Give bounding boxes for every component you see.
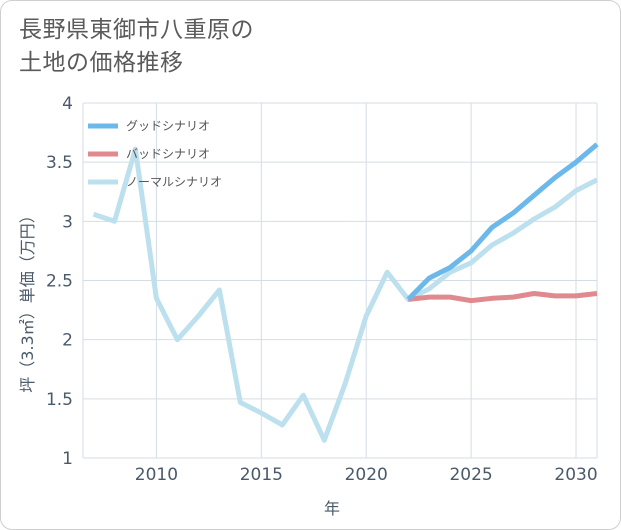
legend-label-2: ノーマルシナリオ (126, 175, 222, 189)
y-tick-label: 3 (62, 212, 73, 232)
x-tick-label: 2030 (554, 465, 597, 485)
y-tick-label: 1 (62, 449, 73, 469)
chart-title-line-2: 土地の価格推移 (19, 50, 184, 76)
chart-title-line-1: 長野県東御市八重原の (19, 17, 254, 43)
y-tick-label: 2 (62, 331, 73, 351)
series-line-0 (406, 142, 599, 302)
y-tick-label: 3.5 (46, 153, 73, 173)
series-lines (92, 142, 599, 443)
series-line-2 (92, 146, 599, 443)
y-axis-label: 坪（3.3㎡）単価（万円） (18, 207, 37, 392)
x-tick-label: 2010 (135, 465, 178, 485)
y-tick-label: 2.5 (46, 272, 73, 292)
x-tick-label: 2020 (345, 465, 388, 485)
chart-title: 長野県東御市八重原の 土地の価格推移 (19, 14, 254, 80)
y-tick-label: 1.5 (46, 390, 73, 410)
series-line-1 (407, 291, 598, 304)
legend-label-0: グッドシナリオ (126, 119, 210, 133)
x-tick-label: 2015 (240, 465, 283, 485)
x-tick-label: 2025 (449, 465, 492, 485)
y-tick-label: 4 (62, 94, 73, 114)
x-axis-label: 年 (324, 499, 340, 518)
tick-labels: 1 1.5 2 2.5 3 3.5 4 2010 2015 2020 2025 2030 (46, 94, 598, 485)
legend-label-1: バッドシナリオ (126, 147, 210, 161)
